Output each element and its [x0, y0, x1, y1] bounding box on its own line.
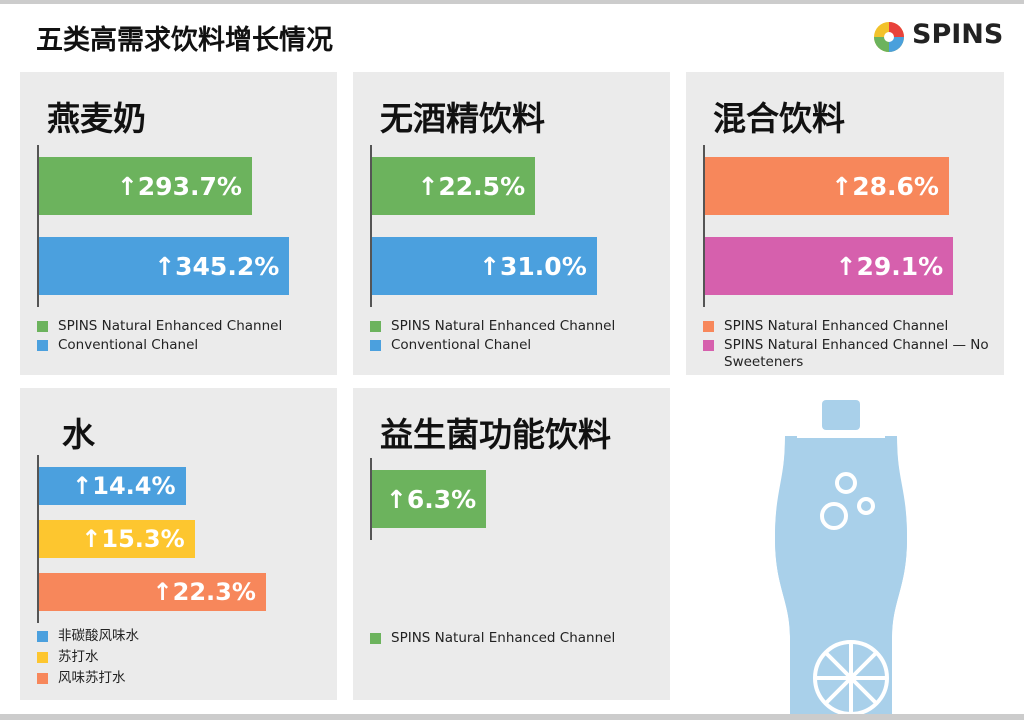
page-title: 五类高需求饮料增长情况 [36, 25, 333, 56]
chart-title: 水 [62, 415, 95, 454]
legend-label: SPINS Natural Enhanced Channel [724, 318, 949, 334]
logo-text: SPINS [912, 19, 1004, 50]
bar: ↑31.0% [372, 237, 597, 295]
bar: ↑28.6% [705, 157, 949, 215]
legend-swatch [37, 673, 48, 684]
bottom-border [0, 714, 1024, 720]
axis-line [37, 145, 39, 307]
chart-panel: 混合饮料 ↑28.6% SPINS Natural Enhanced Channel… [686, 72, 1004, 375]
value-label: ↑22.3% [152, 578, 256, 606]
legend-swatch [37, 652, 48, 663]
bar: ↑22.5% [372, 157, 536, 215]
legend-label: 苏打水 [58, 649, 99, 665]
value-label: ↑22.5% [417, 171, 526, 201]
axis-line [37, 455, 39, 623]
legend-entry: Conventional Chanel [370, 337, 657, 354]
axis-line [370, 145, 372, 307]
top-border [0, 0, 1024, 4]
legend-swatch [37, 321, 48, 332]
value-label: ↑14.4% [72, 472, 176, 500]
value-label: ↑28.6% [831, 171, 939, 201]
bar: ↑345.2% [39, 237, 290, 295]
legend-swatch [37, 340, 48, 351]
chart-title: 益生菌功能饮料 [380, 415, 611, 454]
legend-entry: 风味苏打水 [37, 670, 324, 687]
legend-entry: SPINS Natural Enhanced Channel [37, 318, 324, 335]
chart-panel: 燕麦奶 ↑293.7% SPINS Natural Enhanced Channel… [20, 72, 337, 375]
legend-label: 风味苏打水 [58, 670, 126, 686]
legend-label: SPINS Natural Enhanced Channel [391, 630, 616, 646]
value-label: ↑6.3% [385, 484, 477, 514]
value-label: ↑15.3% [81, 525, 185, 553]
legend-entry: SPINS Natural Enhanced Channel [370, 318, 657, 335]
chart-title: 无酒精饮料 [380, 99, 545, 138]
value-label: ↑345.2% [154, 251, 280, 281]
value-label: ↑293.7% [116, 171, 242, 201]
bar: ↑293.7% [39, 157, 252, 215]
legend-label: Conventional Chanel [58, 337, 199, 353]
legend-label: SPINS Natural Enhanced Channel — No Swee… [724, 337, 989, 370]
bar: ↑29.1% [705, 237, 954, 295]
bar: ↑15.3% [39, 520, 195, 558]
legend-entry: SPINS Natural Enhanced Channel — No Swee… [703, 337, 991, 371]
legend-entry: SPINS Natural Enhanced Channel [370, 630, 657, 647]
legend-label: SPINS Natural Enhanced Channel [58, 318, 283, 334]
legend-label: Conventional Chanel [391, 337, 532, 353]
legend-swatch [370, 321, 381, 332]
value-label: ↑29.1% [835, 251, 944, 281]
chart-panel: 益生菌功能饮料 ↑6.3% SPINS Natural Enhanced Chann… [353, 388, 670, 700]
axis-line [703, 145, 705, 307]
legend-label: SPINS Natural Enhanced Channel [391, 318, 616, 334]
legend-swatch [37, 631, 48, 642]
legend-swatch [370, 633, 381, 644]
chart-panel: 水 ↑14.4% 非碳酸风味水 ↑15.3% 苏打水 ↑22.3% 风味苏打水 [20, 388, 337, 700]
chart-panel: 无酒精饮料 ↑22.5% SPINS Natural Enhanced Channe… [353, 72, 670, 375]
legend-label: 非碳酸风味水 [58, 628, 139, 644]
legend-swatch [703, 321, 714, 332]
value-label: ↑31.0% [479, 251, 587, 281]
chart-title: 混合饮料 [713, 99, 845, 138]
legend-swatch [703, 340, 714, 351]
bottle-illustration [774, 400, 908, 714]
bar: ↑14.4% [39, 467, 186, 505]
legend-entry: 苏打水 [37, 649, 324, 666]
chart-title: 燕麦奶 [47, 99, 146, 138]
legend-entry: SPINS Natural Enhanced Channel [703, 318, 991, 335]
legend-entry: Conventional Chanel [37, 337, 324, 354]
legend-swatch [370, 340, 381, 351]
bar: ↑6.3% [372, 470, 487, 528]
logo-icon [874, 22, 904, 52]
axis-line [370, 458, 372, 540]
bar: ↑22.3% [39, 573, 266, 611]
legend-entry: 非碳酸风味水 [37, 628, 324, 645]
